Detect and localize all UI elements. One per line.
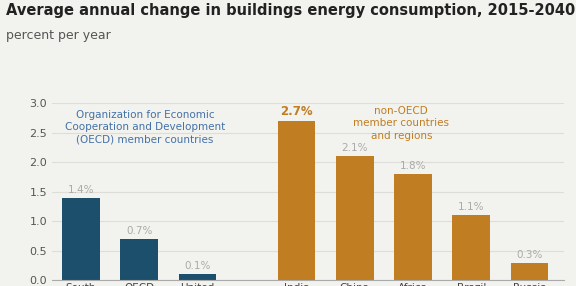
Bar: [120, 239, 158, 280]
Text: 0.3%: 0.3%: [516, 250, 543, 260]
Text: 1.1%: 1.1%: [458, 202, 484, 212]
Bar: [278, 121, 316, 280]
Text: 2.7%: 2.7%: [280, 105, 313, 118]
Bar: [62, 198, 100, 280]
Text: 1.4%: 1.4%: [68, 184, 94, 194]
Bar: [336, 156, 374, 280]
Text: 0.1%: 0.1%: [184, 261, 211, 271]
Text: 1.8%: 1.8%: [400, 161, 426, 171]
Text: 0.7%: 0.7%: [126, 226, 153, 236]
Text: non-OECD
member countries
and regions: non-OECD member countries and regions: [353, 106, 449, 141]
Bar: [394, 174, 432, 280]
Text: percent per year: percent per year: [6, 29, 111, 41]
Text: Average annual change in buildings energy consumption, 2015-2040: Average annual change in buildings energ…: [6, 3, 575, 18]
Bar: [510, 263, 548, 280]
Text: 2.1%: 2.1%: [342, 143, 368, 153]
Text: Organization for Economic
Cooperation and Development
(OECD) member countries: Organization for Economic Cooperation an…: [65, 110, 225, 145]
Bar: [179, 274, 217, 280]
Bar: [452, 215, 490, 280]
